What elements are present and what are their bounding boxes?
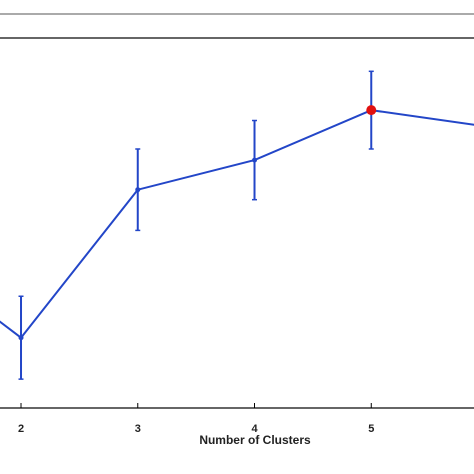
x-tick-label: 5 (368, 423, 374, 435)
x-axis-label: Number of Clusters (199, 433, 311, 447)
plot-frame (0, 37, 474, 409)
point (252, 157, 258, 163)
point (18, 335, 24, 341)
x-tick-label: 3 (135, 423, 141, 435)
highlight-point (366, 105, 377, 116)
point (135, 187, 141, 193)
x-tick-label: 4 (251, 423, 258, 435)
series-line (0, 109, 474, 340)
x-tick-label: 2 (18, 423, 24, 435)
